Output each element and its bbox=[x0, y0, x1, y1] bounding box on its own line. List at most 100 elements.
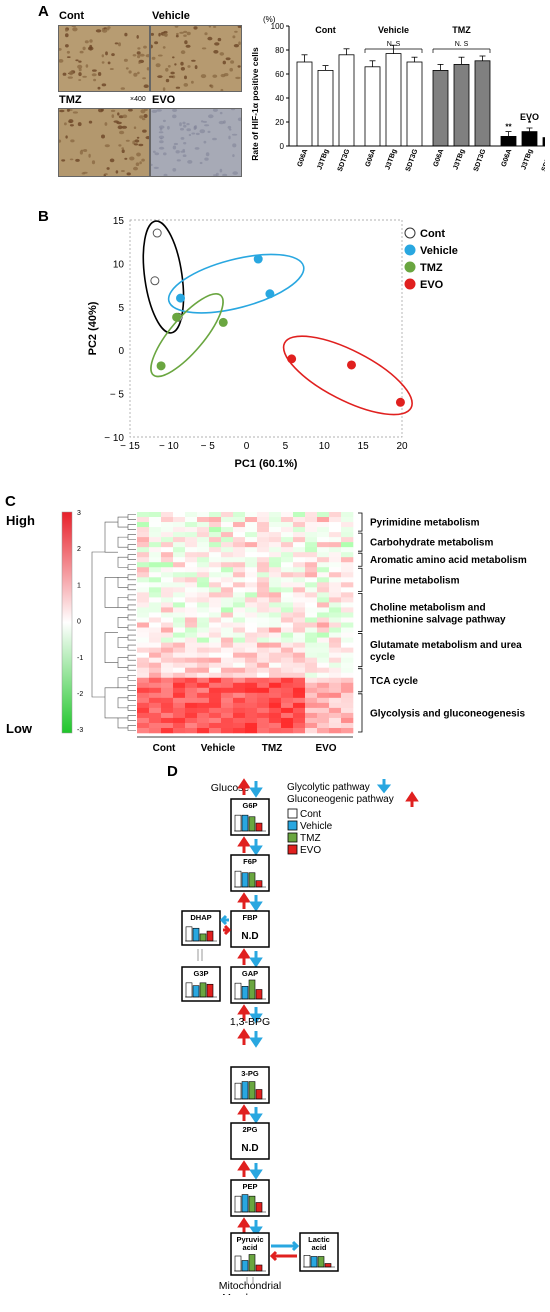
significance-mark: * bbox=[528, 119, 532, 128]
pathway-label: methionine salvage pathway bbox=[370, 614, 506, 625]
scatter-point bbox=[152, 228, 162, 238]
heatmap-cell bbox=[149, 542, 162, 548]
heatmap-cell bbox=[233, 597, 246, 603]
heatmap-cell bbox=[293, 717, 306, 724]
heatmap-cell bbox=[221, 637, 234, 643]
metabolite-bar bbox=[234, 814, 242, 832]
bar bbox=[474, 60, 491, 147]
heatmap-cell bbox=[317, 677, 330, 684]
heatmap-cell bbox=[161, 642, 174, 648]
y-tick-label: 20 bbox=[275, 118, 284, 127]
heatmap-cell bbox=[137, 702, 150, 709]
cell-nucleus bbox=[167, 65, 171, 68]
heatmap-cell bbox=[293, 537, 306, 543]
heatmap-cell bbox=[341, 662, 354, 668]
cell-nucleus bbox=[210, 84, 214, 89]
heatmap-cell bbox=[293, 692, 306, 699]
cell-nucleus bbox=[234, 30, 238, 33]
cell-nucleus bbox=[175, 86, 181, 89]
heatmap-cell bbox=[281, 512, 294, 518]
heatmap-cell bbox=[245, 627, 258, 633]
heatmap-cell bbox=[245, 572, 258, 578]
heatmap-cell bbox=[293, 612, 306, 618]
heatmap-cell bbox=[233, 607, 246, 613]
heatmap-cell bbox=[209, 567, 222, 573]
heatmap-cell bbox=[185, 512, 198, 518]
heatmap-cell bbox=[233, 532, 246, 538]
heatmap-cell bbox=[257, 652, 270, 658]
heatmap-cell bbox=[293, 582, 306, 588]
cell-nucleus bbox=[175, 34, 179, 38]
cell-nucleus bbox=[78, 79, 82, 81]
heatmap-cell bbox=[281, 557, 294, 563]
heatmap-cell bbox=[341, 567, 354, 573]
metabolite-bar bbox=[241, 1081, 249, 1100]
color-scale-tick: 0 bbox=[77, 619, 81, 626]
heatmap-cell bbox=[149, 597, 162, 603]
heatmap-cell bbox=[209, 712, 222, 719]
cell-nucleus bbox=[143, 84, 149, 88]
cell-nucleus bbox=[123, 58, 128, 62]
heatmap-cell bbox=[185, 632, 198, 638]
heatmap-cell bbox=[209, 517, 222, 523]
heatmap-cell bbox=[245, 662, 258, 668]
heatmap-cell bbox=[257, 547, 270, 553]
metabolite-bar bbox=[248, 816, 256, 832]
heatmap-cell bbox=[245, 652, 258, 658]
heatmap-cell bbox=[185, 717, 198, 724]
heatmap-cell bbox=[173, 562, 186, 568]
micrograph-vehicle bbox=[150, 25, 242, 92]
cell-nucleus bbox=[119, 130, 125, 135]
x-tick-label: G06A bbox=[365, 148, 378, 168]
heatmap-cell bbox=[281, 637, 294, 643]
group-label: Cont bbox=[315, 25, 336, 35]
heatmap-cell bbox=[197, 707, 210, 714]
heatmap-cell bbox=[185, 662, 198, 668]
heatmap-cell bbox=[257, 622, 270, 628]
heatmap-cell bbox=[209, 657, 222, 663]
cell-nucleus bbox=[217, 37, 222, 42]
metabolite-bar bbox=[248, 1195, 256, 1213]
cell-nucleus bbox=[67, 76, 73, 79]
pathway-bracket bbox=[358, 592, 363, 632]
heatmap-cell bbox=[185, 607, 198, 613]
heatmap-cell bbox=[173, 702, 186, 709]
heatmap-cell bbox=[281, 617, 294, 623]
heatmap-cell bbox=[293, 657, 306, 663]
gluconeogenic-arrow bbox=[237, 892, 251, 909]
heatmap-cell bbox=[257, 717, 270, 724]
micrograph-evo bbox=[150, 108, 242, 177]
heatmap-cell bbox=[269, 722, 282, 729]
cell-nucleus bbox=[237, 26, 241, 28]
metabolite-name: Lactic bbox=[308, 1235, 330, 1244]
heatmap-cell bbox=[257, 597, 270, 603]
heatmap-cell bbox=[161, 672, 174, 679]
heatmap-cell bbox=[137, 622, 150, 628]
cell-nucleus bbox=[172, 145, 177, 150]
cell-nucleus bbox=[176, 159, 181, 162]
heatmap-cell bbox=[245, 712, 258, 719]
heatmap-cell bbox=[245, 632, 258, 638]
heatmap-cell bbox=[281, 572, 294, 578]
heatmap-cell bbox=[173, 567, 186, 573]
heatmap-cell bbox=[197, 677, 210, 684]
heatmap-cell bbox=[317, 557, 330, 563]
dendrogram-branch bbox=[127, 684, 136, 691]
heatmap-cell bbox=[173, 602, 186, 608]
x-tick-label: G06A bbox=[501, 148, 514, 168]
heatmap-cell bbox=[257, 607, 270, 613]
cell-nucleus bbox=[188, 133, 192, 137]
heatmap-cell bbox=[185, 627, 198, 633]
heatmap-cell bbox=[329, 577, 342, 583]
dendrogram-branch bbox=[117, 717, 128, 729]
scatter-point bbox=[176, 293, 186, 303]
heatmap-cell bbox=[233, 727, 246, 734]
heatmap-cell bbox=[161, 637, 174, 643]
heatmap-cell bbox=[137, 682, 150, 689]
heatmap-cell bbox=[197, 537, 210, 543]
heatmap-cell bbox=[197, 702, 210, 709]
heatmap-cell bbox=[305, 627, 318, 633]
heatmap-cell bbox=[137, 527, 150, 533]
heatmap-cell bbox=[341, 697, 354, 704]
heatmap-cell bbox=[293, 712, 306, 719]
